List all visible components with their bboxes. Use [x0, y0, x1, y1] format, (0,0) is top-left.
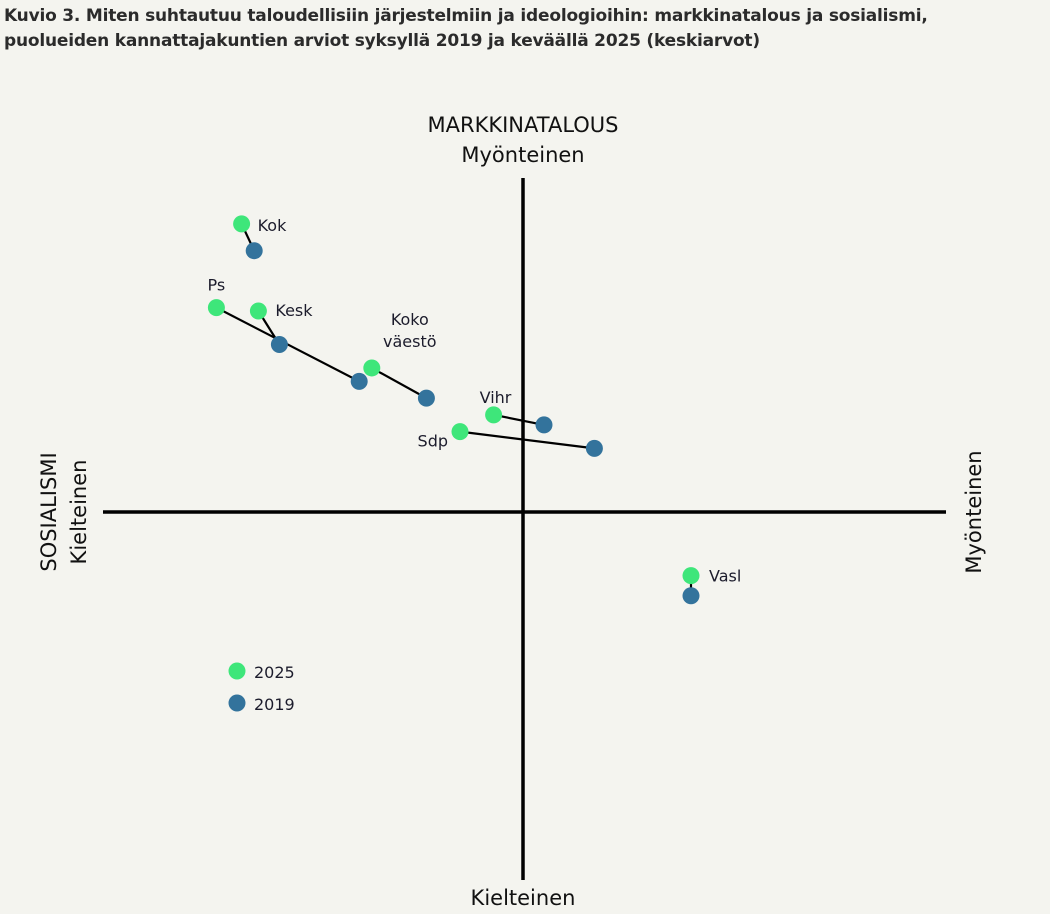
point-label-kok: Kok	[258, 216, 287, 235]
point-label-vihr: Vihr	[480, 388, 512, 407]
point-2019-kok	[245, 242, 263, 260]
x-axis-name: SOSIALISMI	[37, 452, 61, 571]
point-2019-sdp	[585, 439, 603, 457]
title-line-1: Kuvio 3. Miten suhtautuu taloudellisiin …	[4, 6, 928, 26]
title-line-2: puolueiden kannattajakuntien arviot syks…	[4, 31, 760, 51]
point-label-koko-vaesto: Koko väestö	[383, 310, 437, 351]
chart-title: Kuvio 3. Miten suhtautuu taloudellisiin …	[4, 4, 928, 54]
y-axis-name: MARKKINATALOUS	[428, 113, 619, 137]
point-2025-sdp	[451, 423, 469, 441]
point-2025-koko-vaesto	[363, 359, 381, 377]
legend: 2025 2019	[228, 662, 295, 714]
connector-vihr	[493, 413, 545, 426]
point-label-ps: Ps	[208, 276, 226, 295]
point-2019-vasl	[682, 587, 700, 605]
point-2025-vihr	[485, 406, 503, 424]
connector-koko-vaesto	[371, 366, 427, 400]
point-2019-koko-vaesto	[417, 389, 435, 407]
legend-label-2019: 2019	[254, 695, 295, 714]
point-2025-kok	[233, 215, 251, 233]
legend-marker-2019	[228, 694, 246, 712]
point-2025-vasl	[682, 567, 700, 585]
y-axis-bottom-label: Kielteinen	[471, 886, 576, 910]
point-label-sdp: Sdp	[418, 432, 448, 451]
point-2025-kesk	[249, 302, 267, 320]
legend-marker-2025	[228, 662, 246, 680]
point-2019-vihr	[535, 416, 553, 434]
point-label-kesk: Kesk	[275, 301, 313, 320]
point-2019-kesk	[270, 336, 288, 353]
point-2025-ps	[207, 299, 225, 317]
point-2019-ps	[350, 372, 368, 390]
connector-sdp	[459, 430, 595, 450]
legend-label-2025: 2025	[254, 663, 295, 682]
point-label-vasl: Vasl	[709, 567, 741, 586]
y-axis-top-label: Myönteinen	[461, 143, 584, 167]
x-axis-right-label: Myönteinen	[962, 450, 986, 573]
x-axis-left-label: Kielteinen	[67, 460, 91, 565]
